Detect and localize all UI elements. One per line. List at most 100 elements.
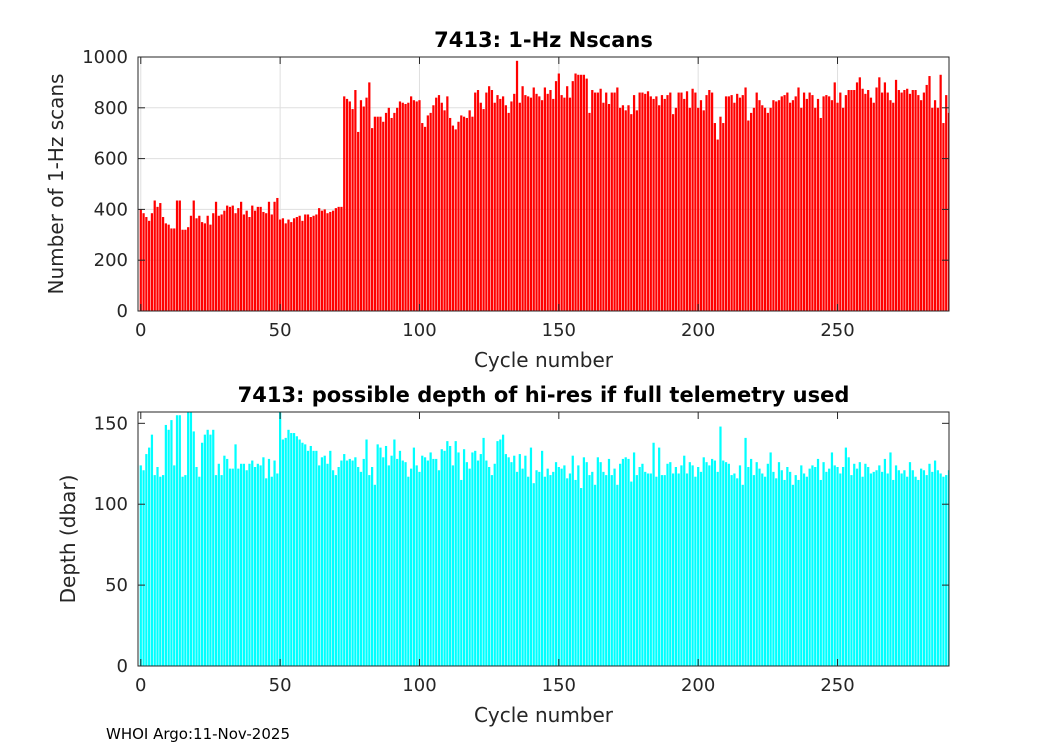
- bar: [276, 473, 279, 666]
- bar: [451, 465, 455, 666]
- x-tick-label: 150: [542, 320, 576, 341]
- bar: [309, 445, 312, 666]
- bar: [549, 475, 552, 666]
- bar: [875, 87, 878, 311]
- bar: [507, 112, 510, 311]
- bar: [825, 95, 828, 311]
- bar: [404, 103, 407, 311]
- bar: [337, 467, 340, 666]
- bar: [880, 92, 884, 311]
- bar: [304, 444, 307, 666]
- bar: [939, 473, 942, 666]
- bar: [393, 439, 396, 666]
- bar: [161, 217, 165, 311]
- bar: [259, 465, 262, 666]
- bar: [167, 224, 170, 311]
- bar: [513, 93, 516, 311]
- bar: [220, 214, 223, 311]
- bar: [348, 101, 351, 311]
- x-tick-label: 50: [269, 320, 292, 341]
- bar: [800, 107, 803, 311]
- bar: [496, 441, 499, 666]
- bar: [878, 77, 881, 311]
- bar: [942, 123, 945, 311]
- bar: [161, 475, 165, 666]
- bar: [312, 450, 315, 666]
- bar: [524, 95, 527, 311]
- bar: [900, 473, 903, 666]
- bar: [323, 209, 326, 311]
- y-tick-label: 0: [117, 301, 128, 322]
- bar: [164, 424, 167, 666]
- bar: [242, 463, 246, 666]
- bar: [301, 220, 304, 311]
- bar: [744, 437, 747, 666]
- bar: [488, 86, 491, 311]
- bar: [479, 454, 482, 666]
- bar: [747, 120, 750, 311]
- bar: [435, 97, 438, 311]
- bar: [688, 107, 691, 311]
- bar: [354, 90, 357, 311]
- bar: [853, 90, 856, 311]
- bar: [237, 468, 240, 666]
- bar: [805, 98, 808, 311]
- bar: [267, 201, 271, 311]
- bar: [546, 468, 549, 666]
- bar: [900, 92, 903, 311]
- bar: [451, 125, 455, 311]
- bar: [716, 139, 719, 311]
- x-tick-label: 0: [135, 320, 146, 341]
- bar: [421, 123, 424, 311]
- bar: [593, 92, 597, 311]
- bar: [936, 470, 939, 666]
- bar: [791, 484, 795, 666]
- bar: [869, 97, 873, 311]
- bar: [407, 102, 410, 311]
- bar: [515, 471, 519, 666]
- bar: [750, 458, 753, 666]
- bar: [231, 205, 234, 311]
- bar: [936, 107, 939, 311]
- bar: [557, 467, 560, 666]
- bar: [181, 229, 184, 311]
- bar: [309, 217, 312, 311]
- bar: [496, 95, 499, 311]
- bar: [716, 471, 719, 666]
- bar: [468, 110, 471, 311]
- bar: [861, 88, 864, 311]
- bar: [226, 205, 229, 311]
- bar: [423, 457, 427, 666]
- bar: [206, 215, 209, 311]
- bar: [200, 222, 204, 311]
- bar: [231, 468, 234, 666]
- bar: [468, 468, 471, 666]
- bar: [460, 479, 463, 666]
- bar: [142, 213, 145, 311]
- bar: [811, 95, 814, 311]
- bar: [301, 442, 304, 666]
- bar: [571, 81, 574, 311]
- bar: [535, 470, 538, 666]
- bar: [340, 206, 343, 311]
- bar: [538, 471, 541, 666]
- bar: [591, 90, 594, 311]
- bar: [326, 213, 329, 311]
- bar: [591, 471, 594, 666]
- bar: [440, 102, 443, 311]
- bar: [747, 467, 750, 666]
- bar: [786, 92, 789, 311]
- bar: [917, 479, 920, 666]
- bar: [619, 107, 622, 311]
- bar: [471, 452, 474, 666]
- bar: [446, 441, 449, 666]
- bar: [228, 206, 232, 311]
- chart-1: 0 50 100 150 200 250 0 200 400 600 800 1000 7413: 1-…: [44, 28, 950, 372]
- bar: [209, 224, 212, 311]
- bar: [501, 96, 505, 311]
- bar: [627, 105, 630, 311]
- bar: [750, 112, 753, 311]
- bar: [306, 450, 310, 666]
- bar: [685, 91, 689, 311]
- bar: [588, 475, 591, 666]
